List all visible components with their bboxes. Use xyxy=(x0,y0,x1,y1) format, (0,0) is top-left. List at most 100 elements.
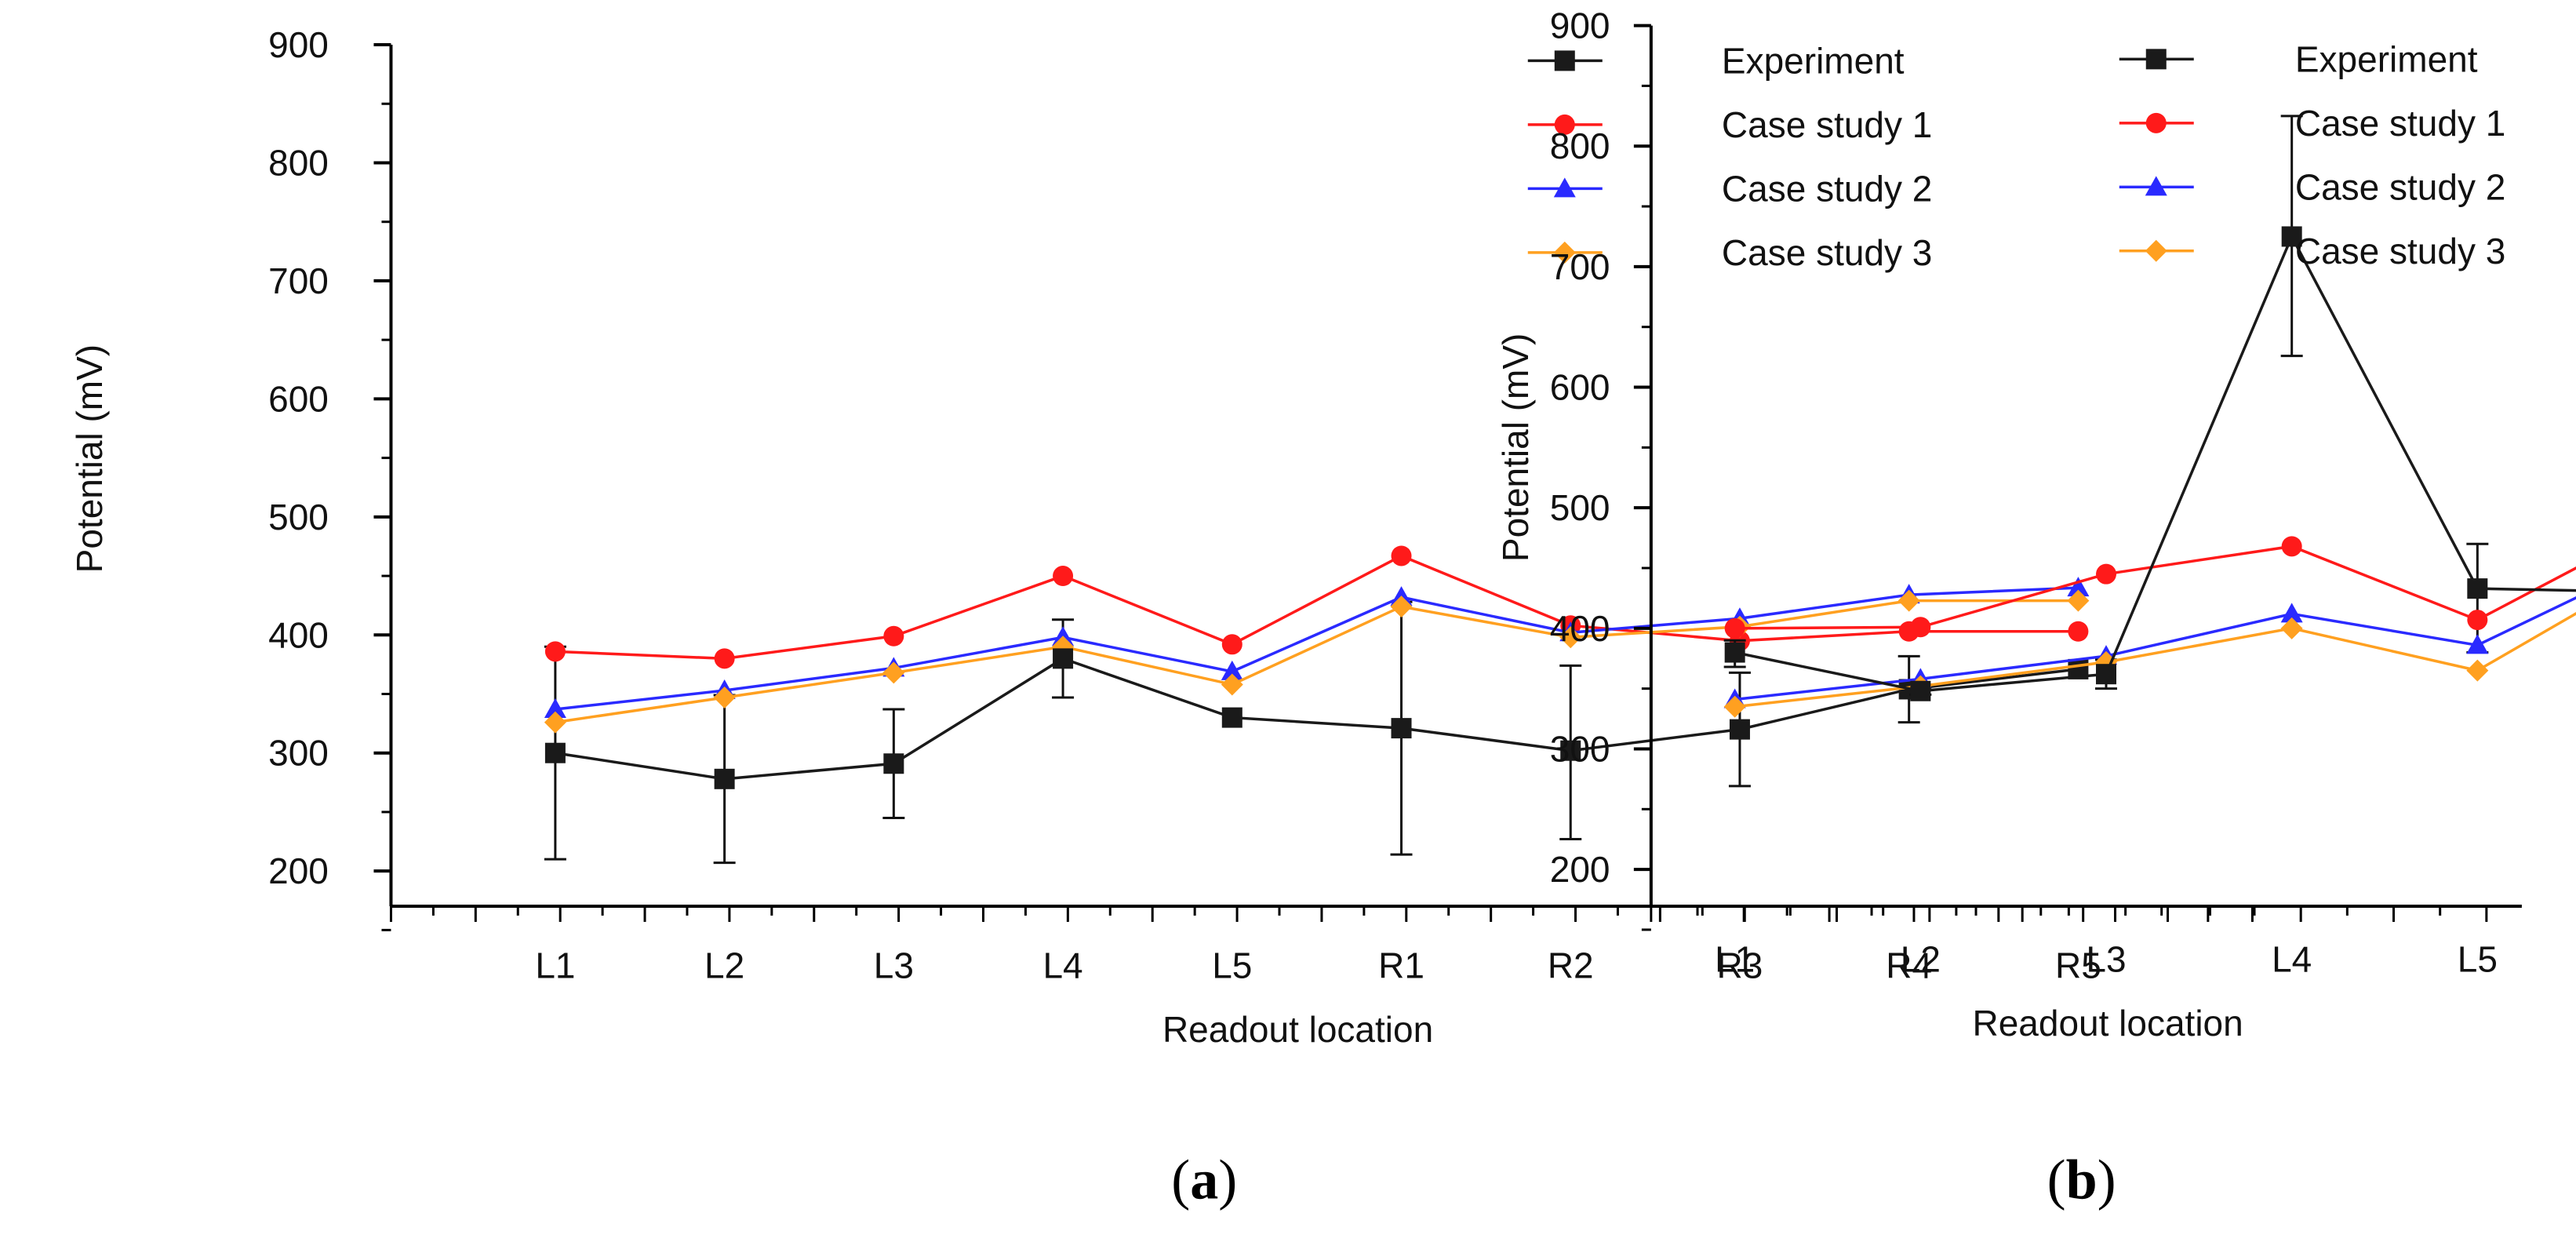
series-line-case-study-2 xyxy=(1734,596,2576,701)
y-tick-label: 900 xyxy=(1550,5,1610,46)
legend-item-experiment: Experiment xyxy=(2119,38,2478,79)
x-tick-label-l3: L3 xyxy=(2086,938,2126,979)
legend-marker xyxy=(2145,49,2167,70)
chart-panel-a: 200 300 400 500 600 700 800 900 L1 L2 L3 L4 L5 R1 R2 R… xyxy=(69,24,2268,1211)
point-experiment-l5 xyxy=(1221,707,1243,728)
legend-item-case-study-2: Case study 2 xyxy=(2119,166,2505,207)
point-case-study-3-l5 xyxy=(2466,659,2489,682)
point-case-study-1-r1 xyxy=(1391,545,1412,566)
legend-label: Case study 1 xyxy=(1722,104,1932,145)
legend-marker xyxy=(2145,176,2167,196)
point-case-study-3-l1 xyxy=(544,711,566,734)
point-experiment-l4 xyxy=(1053,648,1074,669)
point-experiment-l3 xyxy=(883,753,904,774)
series-line-case-study-1 xyxy=(1734,545,2576,630)
legend-label: Experiment xyxy=(1722,40,1905,81)
x-tick-label-l5: L5 xyxy=(1212,945,1252,986)
panel-label-letter: b xyxy=(2066,1149,2098,1211)
point-case-study-3-l1 xyxy=(1723,695,1746,718)
panel-label-a: (a) xyxy=(1171,1149,1237,1211)
legend-marker xyxy=(1553,241,1576,264)
x-tick-label-r2: R2 xyxy=(1548,945,1594,986)
series-case-study-1 xyxy=(1724,536,2576,639)
legend-item-case-study-2: Case study 2 xyxy=(1527,168,1932,209)
y-tick-label: 800 xyxy=(268,142,329,183)
point-case-study-1-l2 xyxy=(1910,617,1931,638)
legend-label: Case study 1 xyxy=(2295,103,2505,144)
x-tick-label-r4: R4 xyxy=(1886,945,1932,986)
series-line-case-study-3 xyxy=(555,599,2079,724)
y-axis-title: Potential (mV) xyxy=(1495,333,1536,562)
series-experiment xyxy=(544,648,2089,789)
x-tick-label-r5: R5 xyxy=(2055,945,2101,986)
y-tick-label: 400 xyxy=(268,614,329,655)
legend-label: Case study 3 xyxy=(2295,231,2505,271)
point-case-study-1-l1 xyxy=(1724,617,1745,639)
point-case-study-1-l3 xyxy=(883,625,904,647)
y-tick-label: 700 xyxy=(268,260,329,301)
y-axis-ticks: 200 300 400 500 600 700 800 900 xyxy=(1550,5,1651,931)
x-tick-label-l3: L3 xyxy=(874,945,914,986)
point-experiment-l2 xyxy=(714,768,735,789)
x-tick-label-l4: L4 xyxy=(1042,945,1082,986)
y-tick-label: 400 xyxy=(1550,608,1610,649)
point-case-study-3-r2 xyxy=(1559,626,1582,649)
legend-label: Case study 2 xyxy=(2295,166,2505,207)
legend-item-case-study-3: Case study 3 xyxy=(1527,232,1932,273)
point-case-study-1-l4 xyxy=(1053,566,1074,587)
point-case-study-3-l3 xyxy=(882,661,905,684)
y-tick-label: 500 xyxy=(1550,487,1610,528)
point-experiment-l5 xyxy=(2467,578,2488,599)
point-case-study-3-r1 xyxy=(1390,596,1413,618)
y-tick-label: 200 xyxy=(268,851,329,891)
point-experiment-r1 xyxy=(1391,718,1412,739)
legend-marker xyxy=(1554,50,1575,71)
panel-label-b: (b) xyxy=(2047,1149,2116,1211)
point-case-study-3-l2 xyxy=(713,687,736,709)
y-tick-label: 900 xyxy=(268,24,329,65)
y-tick-label: 800 xyxy=(1550,126,1610,166)
point-case-study-3-l5 xyxy=(1221,673,1243,696)
y-tick-label: 600 xyxy=(1550,367,1610,408)
legend-item-case-study-3: Case study 3 xyxy=(2119,231,2505,271)
legend-label: Experiment xyxy=(2295,38,2478,79)
point-case-study-1-l5 xyxy=(1221,634,1243,655)
y-tick-label: 300 xyxy=(1550,728,1610,769)
panel-label-close-paren: ) xyxy=(1218,1149,1237,1211)
x-tick-label-l1: L1 xyxy=(535,945,575,986)
series-line-case-study-3 xyxy=(1734,611,2576,708)
point-case-study-1-l5 xyxy=(2467,610,2488,631)
y-axis-ticks: 200 300 400 500 600 700 800 900 xyxy=(268,24,391,931)
series-line-case-study-1 xyxy=(555,554,2079,661)
legend-marker xyxy=(2145,239,2167,262)
point-experiment-l3 xyxy=(2096,664,2117,685)
legend-item-experiment: Experiment xyxy=(1527,40,1905,81)
point-case-study-2-l5 xyxy=(1221,660,1243,680)
point-case-study-1-l1 xyxy=(544,641,566,662)
x-tick-label-l2: L2 xyxy=(1901,938,1941,979)
point-case-study-2-l5 xyxy=(2466,634,2489,654)
y-tick-label: 600 xyxy=(268,378,329,419)
panel-label-open-paren: ( xyxy=(2047,1149,2066,1211)
point-case-study-1-l2 xyxy=(714,648,735,669)
point-case-study-1-l4 xyxy=(2281,536,2302,557)
plot-area xyxy=(1723,115,2576,718)
y-tick-label: 700 xyxy=(1550,246,1610,287)
point-case-study-1-r5 xyxy=(2068,621,2089,642)
legend-marker xyxy=(1553,177,1576,198)
legend: Experiment Case study 1 Case study 2 Case s… xyxy=(2119,38,2505,271)
point-experiment-r2 xyxy=(1560,740,1581,761)
series-line-experiment xyxy=(1734,233,2576,693)
legend-item-case-study-1: Case study 1 xyxy=(2119,103,2505,144)
legend-marker xyxy=(2145,112,2167,133)
x-tick-label-r3: R3 xyxy=(1717,945,1763,986)
x-tick-label-l5: L5 xyxy=(2458,938,2498,979)
x-tick-label-l1: L1 xyxy=(1715,938,1755,979)
point-case-study-2-l1 xyxy=(544,698,566,719)
y-tick-label: 500 xyxy=(268,497,329,537)
series-line-experiment xyxy=(555,657,2079,781)
